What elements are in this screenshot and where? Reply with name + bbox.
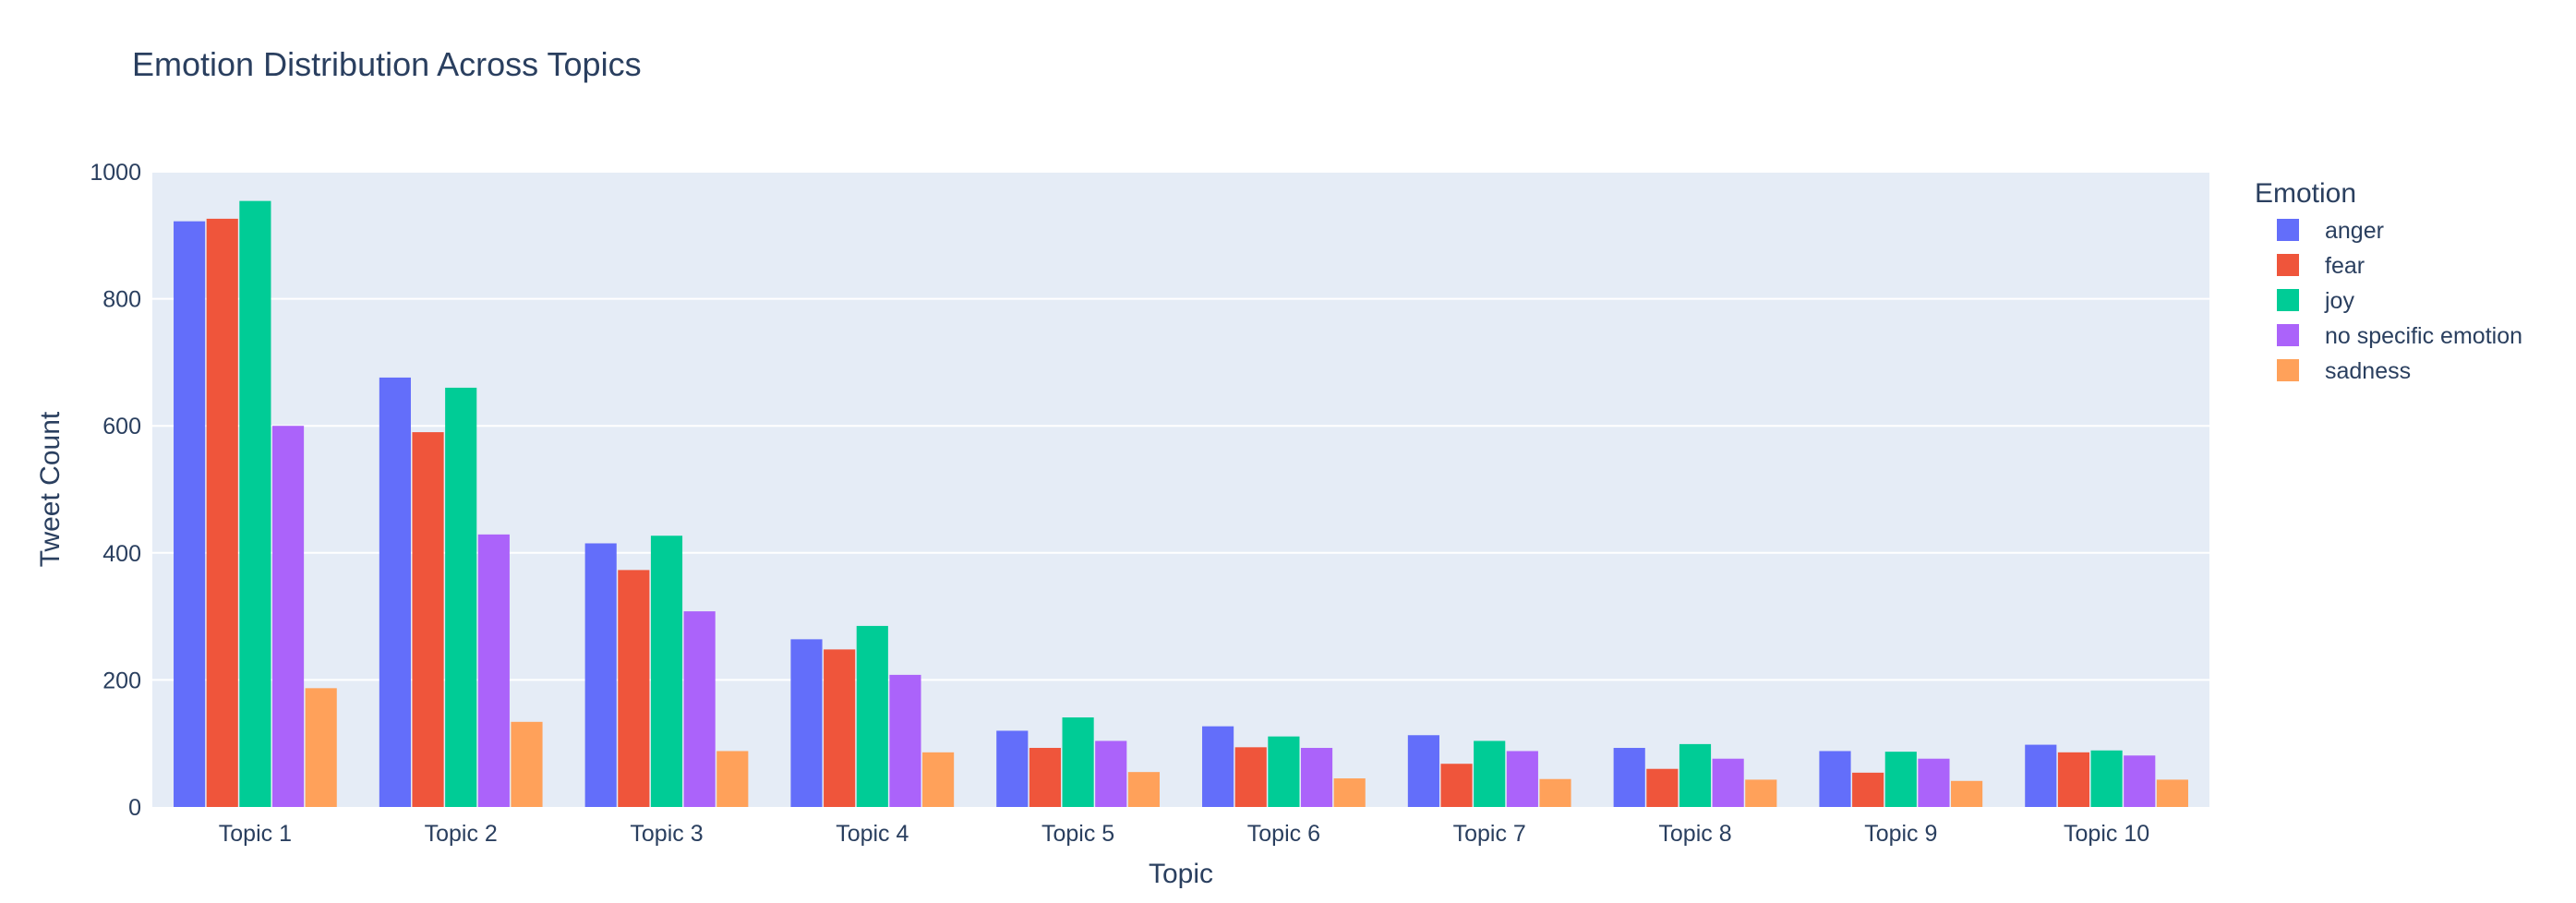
bar-anger-3[interactable] — [584, 543, 617, 807]
bar-sadness-3[interactable] — [716, 751, 749, 807]
y-axis-title: Tweet Count — [35, 411, 66, 567]
bar-anger-4[interactable] — [790, 639, 823, 807]
bar-anger-5[interactable] — [996, 730, 1029, 807]
bar-joy-10[interactable] — [2090, 750, 2123, 807]
bar-joy-8[interactable] — [1679, 743, 1712, 807]
x-tick-labels: Topic 1 Topic 2 Topic 3 Topic 4 Topic 5 Topic… — [219, 821, 2149, 847]
bar-no-specific-emotion-7[interactable] — [1506, 751, 1538, 807]
x-tick-label: Topic 10 — [2064, 821, 2149, 847]
x-tick-label: Topic 3 — [630, 821, 703, 847]
x-tick-label: Topic 2 — [425, 821, 498, 847]
legend-swatch — [2277, 254, 2299, 276]
bar-sadness-7[interactable] — [1539, 778, 1571, 807]
legend-swatch — [2277, 219, 2299, 241]
legend-swatch — [2277, 289, 2299, 311]
legend-label: joy — [2324, 288, 2354, 314]
x-tick-label: Topic 9 — [1864, 821, 1937, 847]
legend-swatch — [2277, 324, 2299, 346]
bar-sadness-8[interactable] — [1745, 779, 1777, 807]
bar-fear-2[interactable] — [412, 432, 444, 807]
bar-fear-5[interactable] — [1029, 748, 1062, 807]
x-tick-label: Topic 1 — [219, 821, 292, 847]
bar-no-specific-emotion-2[interactable] — [477, 534, 510, 807]
legend[interactable]: anger fear joy no specific emotion sadness — [2277, 218, 2522, 384]
legend-title: Emotion — [2255, 178, 2356, 209]
bar-anger-1[interactable] — [174, 221, 206, 807]
legend-label: fear — [2325, 253, 2365, 279]
legend-item-no-specific-emotion[interactable]: no specific emotion — [2277, 323, 2522, 349]
bar-anger-2[interactable] — [379, 377, 411, 807]
legend-item-anger[interactable]: anger — [2277, 218, 2384, 244]
bar-no-specific-emotion-3[interactable] — [683, 611, 716, 807]
bar-no-specific-emotion-4[interactable] — [889, 674, 921, 807]
y-tick-labels: 0 200 400 600 800 1000 — [90, 160, 141, 821]
legend-swatch — [2277, 359, 2299, 381]
bar-sadness-2[interactable] — [511, 721, 543, 807]
legend-label: sadness — [2325, 358, 2411, 384]
bar-joy-7[interactable] — [1474, 740, 1506, 807]
bar-joy-3[interactable] — [650, 536, 683, 807]
x-tick-label: Topic 4 — [836, 821, 909, 847]
x-tick-label: Topic 5 — [1041, 821, 1114, 847]
bar-anger-10[interactable] — [2025, 744, 2057, 807]
bar-joy-2[interactable] — [445, 387, 477, 807]
y-tick-label: 200 — [102, 668, 141, 693]
bar-anger-8[interactable] — [1613, 748, 1645, 807]
bar-sadness-1[interactable] — [305, 688, 337, 807]
bar-fear-10[interactable] — [2057, 752, 2090, 807]
bar-joy-9[interactable] — [1884, 752, 1917, 807]
bar-joy-5[interactable] — [1062, 716, 1094, 807]
bars — [174, 200, 2188, 808]
legend-item-sadness[interactable]: sadness — [2277, 358, 2411, 384]
bar-sadness-10[interactable] — [2156, 779, 2188, 807]
bar-joy-4[interactable] — [856, 625, 888, 807]
y-tick-label: 600 — [102, 414, 141, 439]
legend-label: anger — [2325, 218, 2384, 244]
bar-sadness-4[interactable] — [922, 752, 955, 807]
chart-title: Emotion Distribution Across Topics — [132, 45, 642, 83]
bar-no-specific-emotion-5[interactable] — [1095, 740, 1127, 807]
bar-no-specific-emotion-1[interactable] — [271, 426, 305, 807]
bar-sadness-9[interactable] — [1951, 780, 1983, 807]
bar-fear-8[interactable] — [1646, 768, 1679, 807]
bar-fear-6[interactable] — [1234, 747, 1267, 807]
x-tick-label: Topic 8 — [1658, 821, 1731, 847]
bar-fear-1[interactable] — [206, 218, 238, 808]
bar-fear-7[interactable] — [1440, 764, 1473, 807]
bar-no-specific-emotion-6[interactable] — [1300, 748, 1333, 807]
bar-no-specific-emotion-8[interactable] — [1712, 758, 1744, 807]
legend-item-joy[interactable]: joy — [2277, 288, 2354, 314]
bar-joy-6[interactable] — [1268, 736, 1300, 807]
bar-fear-3[interactable] — [618, 570, 650, 807]
y-tick-label: 0 — [128, 795, 141, 821]
bar-anger-7[interactable] — [1407, 735, 1439, 807]
y-tick-label: 800 — [102, 287, 141, 313]
bar-anger-9[interactable] — [1819, 751, 1851, 807]
bar-fear-4[interactable] — [824, 649, 856, 807]
x-tick-label: Topic 6 — [1247, 821, 1320, 847]
legend-label: no specific emotion — [2325, 323, 2522, 349]
bar-anger-6[interactable] — [1202, 726, 1234, 807]
bar-sadness-5[interactable] — [1127, 772, 1160, 807]
bar-fear-9[interactable] — [1852, 772, 1884, 807]
x-axis-title: Topic — [1149, 859, 1213, 889]
bar-sadness-6[interactable] — [1333, 778, 1366, 807]
bar-joy-1[interactable] — [239, 200, 271, 807]
bar-no-specific-emotion-9[interactable] — [1918, 758, 1950, 807]
x-tick-label: Topic 7 — [1453, 821, 1526, 847]
legend-item-fear[interactable]: fear — [2277, 253, 2365, 279]
bar-no-specific-emotion-10[interactable] — [2124, 755, 2156, 807]
y-tick-label: 400 — [102, 541, 141, 567]
y-tick-label: 1000 — [90, 160, 141, 186]
